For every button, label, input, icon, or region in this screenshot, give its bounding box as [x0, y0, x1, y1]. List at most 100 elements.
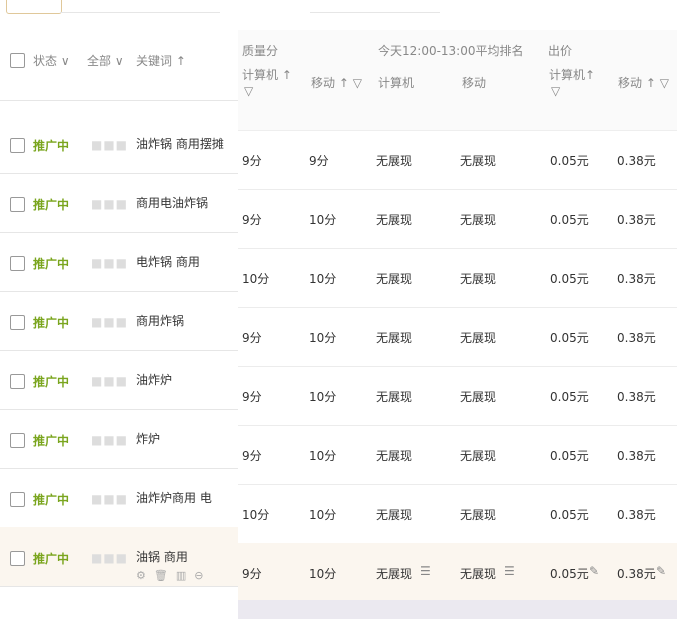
rank-pc: 无展现: [376, 272, 413, 286]
divider: [60, 12, 220, 13]
row-checkbox[interactable]: [10, 551, 25, 566]
quality-mobile: 10分: [309, 567, 337, 581]
rank-pc: 无展现: [376, 213, 413, 227]
status-filter[interactable]: 状态 ∨: [33, 52, 70, 69]
rank-mobile: 无展现: [460, 213, 497, 227]
keyword-text: 油炸锅 商用摆摊: [136, 137, 224, 151]
row-checkbox[interactable]: [10, 433, 25, 448]
quality-pc: 9分: [242, 449, 262, 463]
more-icon[interactable]: ⊖: [194, 569, 204, 582]
filter-icon[interactable]: ▽: [352, 76, 362, 90]
rank-mobile: 无展现: [460, 508, 497, 522]
bid-mobile: 0.38元: [617, 154, 656, 168]
chart-icon[interactable]: ▥: [175, 569, 187, 582]
sort-up-icon: ↑: [645, 76, 656, 90]
table-row[interactable]: 推广中 ■■■ 电炸锅 商用: [0, 232, 238, 292]
bid-mobile-sort[interactable]: 移动 ↑ ▽: [618, 74, 669, 91]
table-row[interactable]: 推广中 ■■■ 油炸锅 商用摆摊: [0, 114, 238, 174]
status-badge: 推广中: [33, 434, 70, 448]
table-row[interactable]: 推广中 ■■■ 商用炸锅: [0, 291, 238, 351]
table-row[interactable]: 9分 10分 无展现 无展现 0.05元 0.38元: [238, 366, 677, 426]
bid-pc: 0.05元: [550, 567, 589, 581]
table-row[interactable]: 推广中 ■■■ 油炸炉商用 电: [0, 468, 238, 528]
blurred-cell: ■■■: [91, 492, 129, 506]
status-badge: 推广中: [33, 257, 70, 271]
bid-pc: 0.05元: [550, 390, 589, 404]
detail-list-icon[interactable]: ☰: [420, 564, 431, 578]
quality-pc-sort[interactable]: 计算机 ↑: [242, 66, 292, 83]
detail-list-icon[interactable]: ☰: [504, 564, 515, 578]
bid-pc: 0.05元: [550, 331, 589, 345]
rank-pc-header: 计算机: [378, 76, 415, 90]
quality-mobile-sort[interactable]: 移动 ↑ ▽: [311, 74, 362, 91]
quality-header: 质量分: [242, 44, 279, 58]
row-checkbox[interactable]: [10, 138, 25, 153]
keyword-text: 商用炸锅: [136, 314, 185, 328]
table-row[interactable]: 9分 9分 无展现 无展现 0.05元 0.38元: [238, 130, 677, 190]
keyword-text: 油炸炉商用 电: [136, 491, 212, 505]
filter-icon[interactable]: ▽: [659, 76, 669, 90]
select-all-checkbox[interactable]: [10, 53, 25, 68]
rank-mobile: 无展现: [460, 449, 497, 463]
table-row[interactable]: 10分 10分 无展现 无展现 0.05元 0.38元: [238, 248, 677, 308]
horizontal-scrollbar[interactable]: [238, 600, 677, 619]
fixed-columns: 状态 ∨ 全部 ∨ 关键词 ↑ 推广中 ■■■ 油炸锅 商用摆摊 推广中 ■■■…: [0, 0, 238, 619]
rank-header: 今天12:00-13:00平均排名: [378, 44, 524, 58]
quality-mobile: 10分: [309, 331, 337, 345]
table-row[interactable]: 9分 10分 无展现 无展现 0.05元 0.38元: [238, 189, 677, 249]
settings-icon[interactable]: ⚙: [136, 569, 146, 582]
quality-pc: 9分: [242, 567, 262, 581]
table-row[interactable]: 推广中 ■■■ 炸炉: [0, 409, 238, 469]
quality-mobile: 10分: [309, 508, 337, 522]
keyword-label: 关键词: [136, 54, 173, 68]
status-badge: 推广中: [33, 375, 70, 389]
blurred-cell: ■■■: [91, 138, 129, 152]
status-badge: 推广中: [33, 316, 70, 330]
edit-icon[interactable]: ✎: [589, 564, 600, 578]
delete-icon[interactable]: 🗑: [153, 569, 168, 582]
quality-pc: 9分: [242, 154, 262, 168]
table-row[interactable]: 推广中 ■■■ 油锅 商用 ⚙ 🗑 ▥ ⊖: [0, 527, 238, 587]
rank-mobile: 无展现: [460, 272, 497, 286]
quality-mobile: 10分: [309, 449, 337, 463]
row-checkbox[interactable]: [10, 256, 25, 271]
status-badge: 推广中: [33, 198, 70, 212]
quality-pc: 10分: [242, 272, 270, 286]
blurred-cell: ■■■: [91, 197, 129, 211]
rank-mobile: 无展现: [460, 390, 497, 404]
quality-pc: 9分: [242, 213, 262, 227]
divider: [310, 12, 440, 13]
keyword-sort[interactable]: 关键词 ↑: [136, 52, 186, 69]
bid-pc: 0.05元: [550, 213, 589, 227]
sort-up-icon: ↑: [175, 54, 186, 68]
blurred-cell: ■■■: [91, 374, 129, 388]
table-row[interactable]: 9分 10分 无展现 无展现 0.05元 0.38元: [238, 307, 677, 367]
rank-mobile: 无展现: [460, 567, 497, 581]
keyword-text: 油锅 商用: [136, 550, 188, 564]
bid-pc-sort[interactable]: 计算机↑: [549, 66, 595, 83]
filter-icon[interactable]: ▽: [551, 84, 561, 98]
bid-mobile: 0.38元: [617, 331, 656, 345]
table-row[interactable]: 推广中 ■■■ 商用电油炸锅: [0, 173, 238, 233]
edit-icon[interactable]: ✎: [656, 564, 667, 578]
table-row[interactable]: 9分 10分 无展现 无展现 0.05元 0.38元: [238, 425, 677, 485]
row-checkbox[interactable]: [10, 315, 25, 330]
bid-pc: 0.05元: [550, 154, 589, 168]
row-checkbox[interactable]: [10, 492, 25, 507]
table-row[interactable]: 9分 10分 无展现 无展现 0.05元 0.38元 ☰ ☰ ✎ ✎: [238, 543, 677, 603]
all-label: 全部: [87, 54, 112, 68]
filter-icon[interactable]: ▽: [244, 84, 254, 98]
top-button[interactable]: [6, 0, 62, 14]
bid-mobile: 0.38元: [617, 390, 656, 404]
bid-header: 出价: [548, 44, 573, 58]
table-row[interactable]: 10分 10分 无展现 无展现 0.05元 0.38元: [238, 484, 677, 544]
keyword-text: 炸炉: [136, 432, 161, 446]
all-filter[interactable]: 全部 ∨: [87, 52, 124, 69]
rank-mobile: 无展现: [460, 154, 497, 168]
row-checkbox[interactable]: [10, 197, 25, 212]
quality-pc: 9分: [242, 390, 262, 404]
table-row[interactable]: 推广中 ■■■ 油炸炉: [0, 350, 238, 410]
row-checkbox[interactable]: [10, 374, 25, 389]
mobile-label: 移动: [618, 76, 643, 90]
quality-mobile: 9分: [309, 154, 329, 168]
